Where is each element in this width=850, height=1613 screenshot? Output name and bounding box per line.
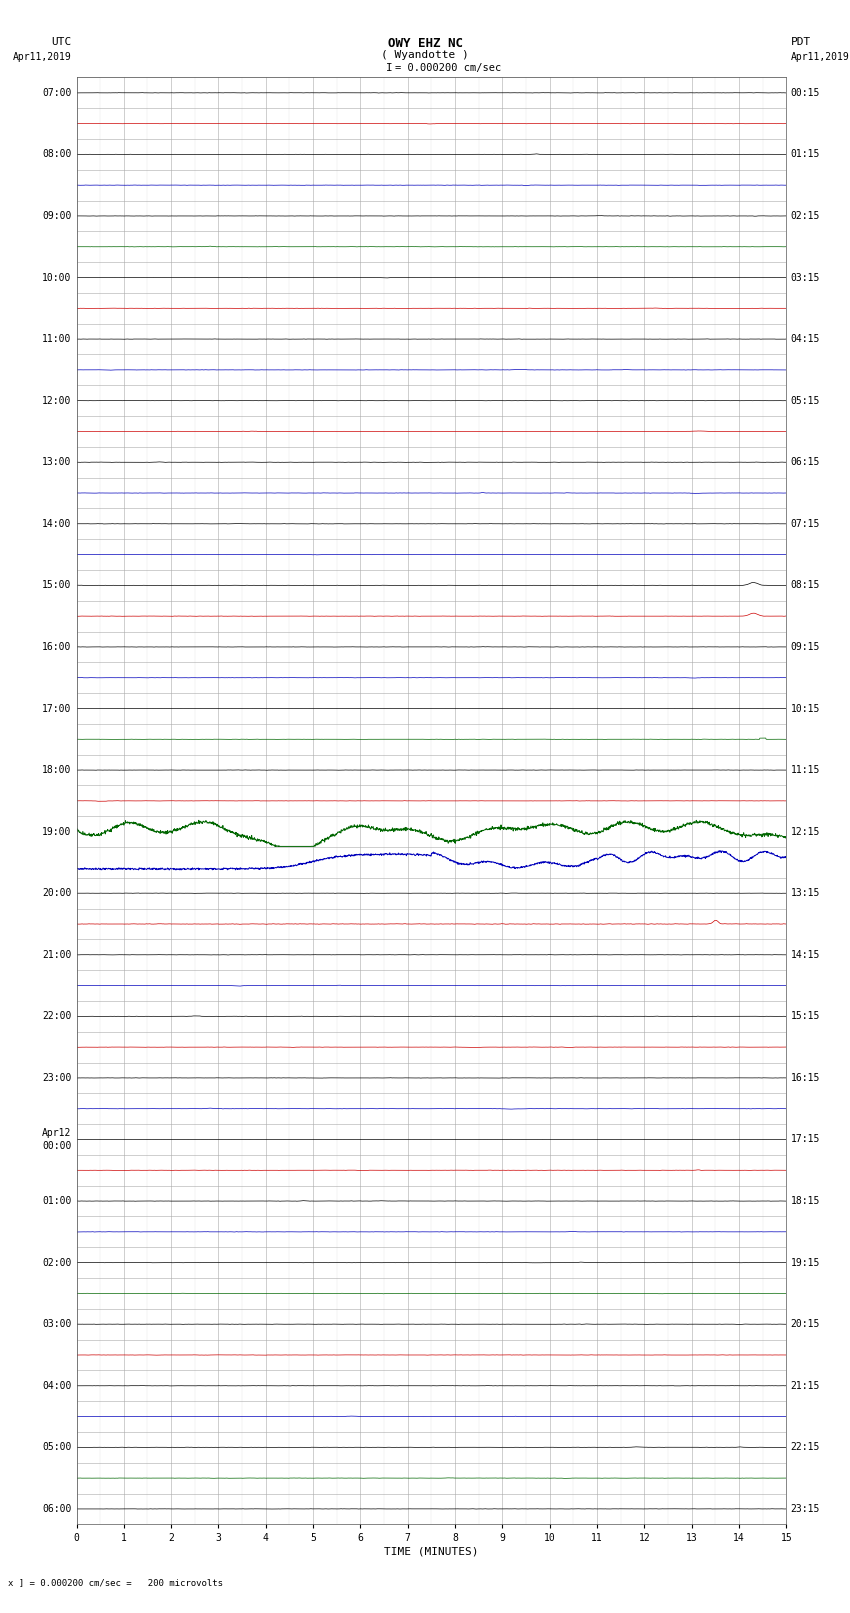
- Text: 22:15: 22:15: [790, 1442, 820, 1452]
- Text: 02:15: 02:15: [790, 211, 820, 221]
- Text: OWY EHZ NC: OWY EHZ NC: [388, 37, 462, 50]
- Text: 13:15: 13:15: [790, 889, 820, 898]
- Text: 11:15: 11:15: [790, 765, 820, 776]
- Text: 01:00: 01:00: [42, 1197, 71, 1207]
- Text: 16:00: 16:00: [42, 642, 71, 652]
- Text: UTC: UTC: [51, 37, 71, 47]
- Text: 13:00: 13:00: [42, 456, 71, 468]
- Text: 12:15: 12:15: [790, 826, 820, 837]
- Text: 17:15: 17:15: [790, 1134, 820, 1145]
- Text: 17:00: 17:00: [42, 703, 71, 713]
- Text: 02:00: 02:00: [42, 1258, 71, 1268]
- Text: 09:15: 09:15: [790, 642, 820, 652]
- Text: 03:15: 03:15: [790, 273, 820, 282]
- Text: 14:00: 14:00: [42, 519, 71, 529]
- Text: 18:00: 18:00: [42, 765, 71, 776]
- Text: 19:15: 19:15: [790, 1258, 820, 1268]
- X-axis label: TIME (MINUTES): TIME (MINUTES): [384, 1547, 479, 1557]
- Text: 15:00: 15:00: [42, 581, 71, 590]
- Text: 22:00: 22:00: [42, 1011, 71, 1021]
- Text: 21:15: 21:15: [790, 1381, 820, 1390]
- Text: PDT: PDT: [790, 37, 811, 47]
- Text: 20:00: 20:00: [42, 889, 71, 898]
- Text: 00:15: 00:15: [790, 87, 820, 98]
- Text: 11:00: 11:00: [42, 334, 71, 344]
- Text: 01:15: 01:15: [790, 150, 820, 160]
- Text: 03:00: 03:00: [42, 1319, 71, 1329]
- Text: ( Wyandotte ): ( Wyandotte ): [381, 50, 469, 60]
- Text: 08:00: 08:00: [42, 150, 71, 160]
- Text: 10:00: 10:00: [42, 273, 71, 282]
- Text: 08:15: 08:15: [790, 581, 820, 590]
- Text: = 0.000200 cm/sec: = 0.000200 cm/sec: [395, 63, 501, 73]
- Text: 23:15: 23:15: [790, 1503, 820, 1515]
- Text: 16:15: 16:15: [790, 1073, 820, 1082]
- Text: 05:00: 05:00: [42, 1442, 71, 1452]
- Text: 05:15: 05:15: [790, 395, 820, 405]
- Text: Apr11,2019: Apr11,2019: [13, 52, 71, 61]
- Text: 19:00: 19:00: [42, 826, 71, 837]
- Text: 21:00: 21:00: [42, 950, 71, 960]
- Text: x ] = 0.000200 cm/sec =   200 microvolts: x ] = 0.000200 cm/sec = 200 microvolts: [8, 1578, 224, 1587]
- Text: 04:00: 04:00: [42, 1381, 71, 1390]
- Text: 06:00: 06:00: [42, 1503, 71, 1515]
- Text: 14:15: 14:15: [790, 950, 820, 960]
- Text: I: I: [386, 63, 393, 73]
- Text: 07:00: 07:00: [42, 87, 71, 98]
- Text: 10:15: 10:15: [790, 703, 820, 713]
- Text: 20:15: 20:15: [790, 1319, 820, 1329]
- Text: Apr12: Apr12: [42, 1127, 71, 1139]
- Text: 23:00: 23:00: [42, 1073, 71, 1082]
- Text: 15:15: 15:15: [790, 1011, 820, 1021]
- Text: Apr11,2019: Apr11,2019: [790, 52, 849, 61]
- Text: 12:00: 12:00: [42, 395, 71, 405]
- Text: 04:15: 04:15: [790, 334, 820, 344]
- Text: 09:00: 09:00: [42, 211, 71, 221]
- Text: 00:00: 00:00: [42, 1140, 71, 1152]
- Text: 07:15: 07:15: [790, 519, 820, 529]
- Text: 18:15: 18:15: [790, 1197, 820, 1207]
- Text: 06:15: 06:15: [790, 456, 820, 468]
